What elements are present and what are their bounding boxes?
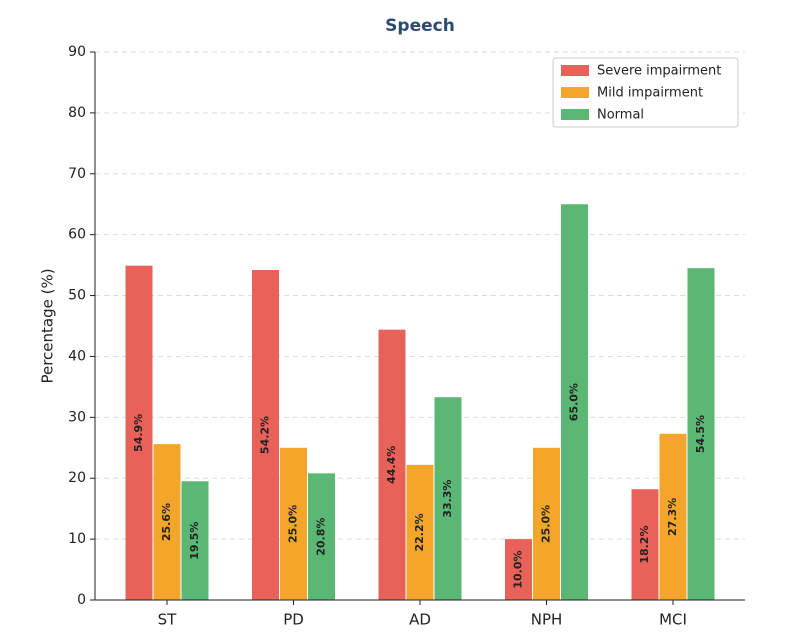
value-label: 22.2% — [413, 513, 426, 551]
value-label: 27.3% — [666, 498, 679, 536]
value-label: 44.4% — [385, 446, 398, 484]
y-tick-label: 20 — [68, 470, 86, 486]
bar — [378, 329, 406, 600]
y-tick-label: 0 — [77, 592, 86, 608]
value-label: 65.0% — [568, 383, 581, 421]
x-tick-label: AD — [409, 611, 431, 629]
value-label: 20.8% — [315, 518, 328, 556]
y-tick-label: 60 — [68, 227, 86, 243]
bar — [280, 447, 307, 600]
value-label: 25.0% — [287, 505, 300, 543]
value-label: 33.3% — [441, 480, 454, 518]
value-label: 25.0% — [540, 505, 553, 543]
y-tick-label: 70 — [68, 166, 86, 182]
bar — [181, 481, 209, 600]
bar — [125, 265, 153, 600]
value-label: 25.6% — [160, 503, 173, 541]
bar — [406, 464, 434, 600]
bar — [631, 489, 659, 600]
value-label: 54.9% — [132, 414, 145, 452]
value-label: 54.2% — [259, 416, 272, 454]
bar — [153, 444, 181, 600]
bar — [659, 433, 687, 600]
x-tick-label: MCI — [659, 611, 687, 629]
y-tick-label: 30 — [68, 409, 86, 425]
legend-label: Mild impairment — [597, 86, 703, 101]
value-label: 54.5% — [694, 415, 707, 453]
chart-title: Speech — [385, 16, 455, 36]
x-tick-label: NPH — [531, 611, 563, 629]
bar — [434, 397, 462, 600]
legend-swatch — [561, 109, 589, 120]
value-label: 19.5% — [188, 522, 201, 560]
x-tick-label: PD — [283, 611, 304, 629]
bar — [533, 447, 560, 600]
legend-swatch — [561, 65, 589, 76]
y-tick-label: 40 — [68, 348, 86, 364]
legend-swatch — [561, 87, 589, 98]
bar — [252, 269, 279, 600]
y-tick-label: 80 — [68, 105, 86, 121]
bar — [561, 204, 588, 600]
legend-box — [552, 57, 739, 128]
y-axis-label: Percentage (%) — [39, 268, 57, 383]
y-tick-label: 90 — [68, 44, 86, 60]
legend-label: Normal — [597, 108, 644, 123]
bar — [505, 539, 532, 600]
legend-label: Severe impairment — [597, 64, 721, 79]
x-tick-label: ST — [158, 611, 178, 629]
y-tick-label: 50 — [68, 288, 86, 304]
y-tick-label: 10 — [68, 531, 86, 547]
value-label: 18.2% — [638, 526, 651, 564]
bar — [308, 473, 335, 600]
value-label: 10.0% — [512, 550, 525, 588]
bar — [687, 268, 715, 600]
